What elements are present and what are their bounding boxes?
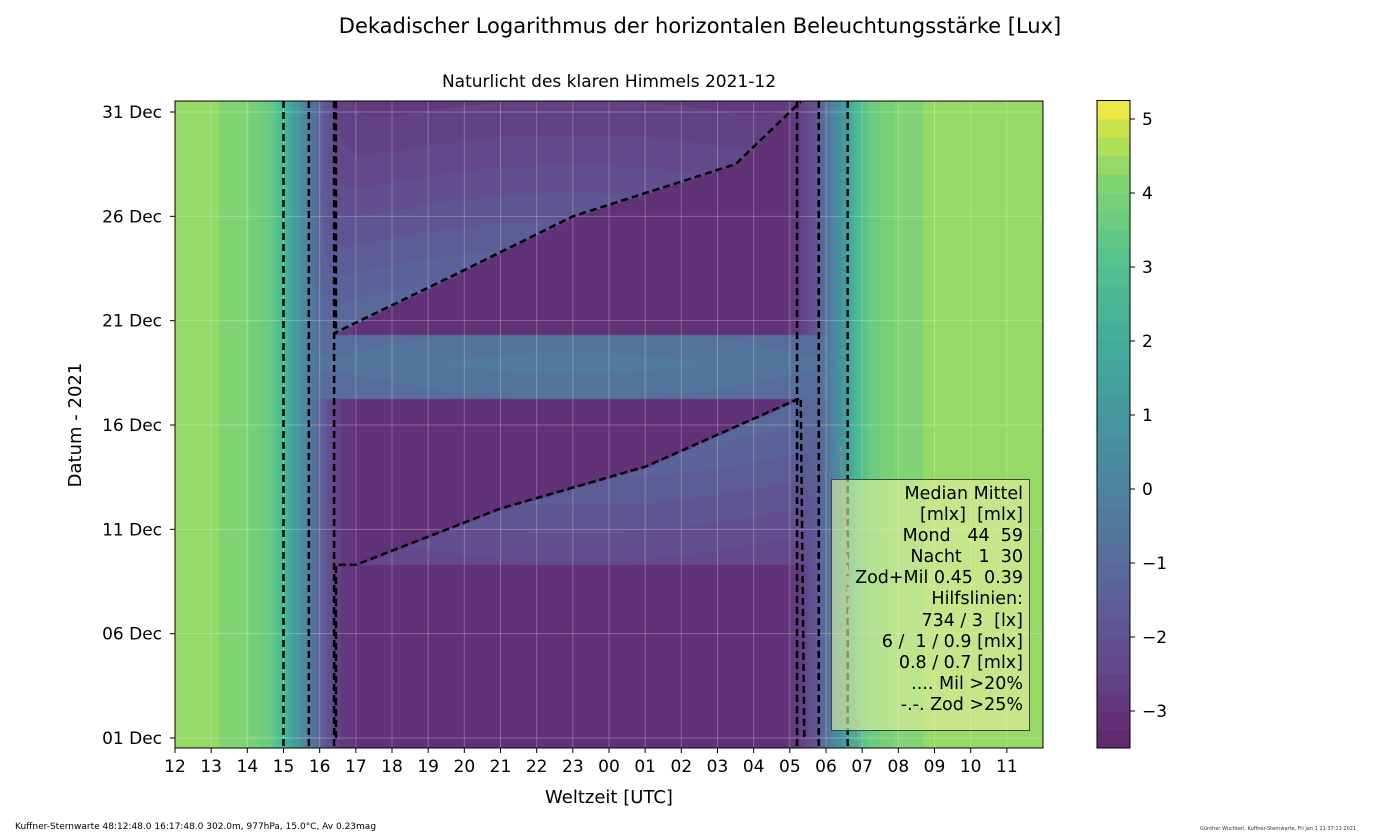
x-tick-label: 02 xyxy=(671,757,693,777)
colorbar-level xyxy=(1097,119,1130,138)
x-tick-label: 22 xyxy=(526,757,548,777)
colorbar-level xyxy=(1097,618,1130,638)
colorbar-level xyxy=(1097,544,1130,564)
colorbar-level xyxy=(1097,470,1130,490)
colorbar-level xyxy=(1097,100,1130,120)
legend-line: 734 / 3 [lx] xyxy=(921,610,1023,631)
footer-left: Kuffner-Sternwarte 48:12:48.0 16:17:48.0… xyxy=(15,822,377,832)
y-tick-label: 11 Dec xyxy=(102,520,162,540)
colorbar-tick-label: 0 xyxy=(1142,480,1153,500)
legend-line: Median Mittel xyxy=(904,484,1023,504)
colorbar-level xyxy=(1097,452,1130,471)
x-tick-label: 13 xyxy=(200,757,222,777)
y-tick-label: 16 Dec xyxy=(102,416,162,436)
plot-subtitle: Naturlicht des klaren Himmels 2021-12 xyxy=(441,72,777,92)
x-tick-label: 06 xyxy=(815,757,837,777)
y-tick-label: 26 Dec xyxy=(102,207,162,227)
y-tick-label: 31 Dec xyxy=(102,103,162,123)
x-tick-label: 21 xyxy=(490,757,512,777)
x-tick-label: 16 xyxy=(309,757,331,777)
x-tick-label: 18 xyxy=(381,757,403,777)
x-tick-label: 20 xyxy=(454,757,476,777)
plot-frame xyxy=(174,100,1044,749)
moonrise-contour xyxy=(334,395,806,739)
colorbar-level xyxy=(1097,489,1130,508)
colorbar-tick-label: 4 xyxy=(1142,184,1153,204)
figure-title: Dekadischer Logarithmus der horizontalen… xyxy=(338,14,1062,38)
colorbar-level xyxy=(1097,563,1130,582)
colorbar-level xyxy=(1097,692,1130,712)
colorbar-tick-label: −2 xyxy=(1142,628,1167,648)
x-tick-label: 09 xyxy=(924,757,946,777)
colorbar-tick-label: −3 xyxy=(1142,702,1167,722)
x-tick-label: 03 xyxy=(707,757,729,777)
colorbar-level xyxy=(1097,433,1130,453)
colorbar-level xyxy=(1097,174,1130,194)
colorbar-level xyxy=(1097,137,1130,157)
x-tick-label: 17 xyxy=(345,757,367,777)
x-tick-label: 05 xyxy=(779,757,801,777)
colorbar-level xyxy=(1097,396,1130,416)
colorbar-level xyxy=(1097,600,1130,619)
x-tick-label: 10 xyxy=(960,757,982,777)
x-tick-label: 04 xyxy=(743,757,765,777)
x-tick-label: 08 xyxy=(888,757,910,777)
x-tick-label: 19 xyxy=(417,757,439,777)
legend-line: Nacht 1 30 xyxy=(910,547,1023,568)
colorbar-level xyxy=(1097,304,1130,323)
legend-line: 6 / 1 / 0.9 [mlx] xyxy=(881,631,1023,652)
colorbar-level xyxy=(1097,248,1130,268)
colorbar-level xyxy=(1097,674,1130,693)
legend-line: -.-. Zod >25% xyxy=(900,694,1023,715)
x-tick-label: 23 xyxy=(562,757,584,777)
legend-line: Mond 44 59 xyxy=(902,526,1023,547)
colorbar-tick-label: 1 xyxy=(1142,406,1153,426)
colorbar-level xyxy=(1097,415,1130,434)
x-tick-label: 07 xyxy=(851,757,873,777)
colorbar-level xyxy=(1097,655,1130,675)
x-tick-label: 14 xyxy=(237,757,259,777)
colorbar-tick-label: 2 xyxy=(1142,332,1153,352)
y-tick-label: 06 Dec xyxy=(102,625,162,645)
legend-line: 0.8 / 0.7 [mlx] xyxy=(898,652,1023,673)
colorbar-frame xyxy=(1096,100,1131,749)
colorbar-level xyxy=(1097,193,1130,212)
colorbar-level xyxy=(1097,211,1130,231)
x-tick-label: 01 xyxy=(634,757,656,777)
colorbar-level xyxy=(1097,230,1130,249)
legend-line: [mlx] [mlx] xyxy=(920,505,1023,526)
x-tick-label: 00 xyxy=(598,757,620,777)
colorbar-level xyxy=(1097,637,1130,656)
legend-box: Median Mittel [mlx] [mlx] Mond 44 59 Nacht … xyxy=(831,479,1030,731)
colorbar-level xyxy=(1097,322,1130,342)
colorbar-tick-label: 5 xyxy=(1142,110,1153,130)
colorbar-level xyxy=(1097,156,1130,175)
colorbar-level xyxy=(1097,526,1130,545)
colorbar-level xyxy=(1097,285,1130,305)
colorbar-level xyxy=(1097,267,1130,286)
colorbar-tick-label: −1 xyxy=(1142,554,1167,574)
colorbar-level xyxy=(1097,729,1130,749)
colorbar-level xyxy=(1097,581,1130,601)
colorbar-tick-label: 3 xyxy=(1142,258,1153,278)
x-axis-label: Weltzeit [UTC] xyxy=(545,787,673,808)
footer-right: Günther Wuchterl, Kuffner-Sternwarte, Fr… xyxy=(1200,826,1357,832)
y-tick-label: 21 Dec xyxy=(102,312,162,332)
colorbar-level xyxy=(1097,507,1130,527)
colorbar-level xyxy=(1097,711,1130,730)
colorbar-level xyxy=(1097,378,1130,397)
legend-line: .... Mil >20% xyxy=(911,673,1023,694)
x-tick-label: 15 xyxy=(273,757,295,777)
legend-line: Hilfslinien: xyxy=(931,589,1023,610)
y-axis-label: Datum - 2021 xyxy=(65,363,86,488)
x-tick-label: 11 xyxy=(996,757,1018,777)
colorbar-level xyxy=(1097,359,1130,379)
legend-line: Zod+Mil 0.45 0.39 xyxy=(855,568,1023,589)
y-tick-label: 01 Dec xyxy=(102,729,162,749)
x-tick-label: 12 xyxy=(164,757,186,777)
colorbar-level xyxy=(1097,341,1130,360)
moonset-contour xyxy=(333,100,802,335)
